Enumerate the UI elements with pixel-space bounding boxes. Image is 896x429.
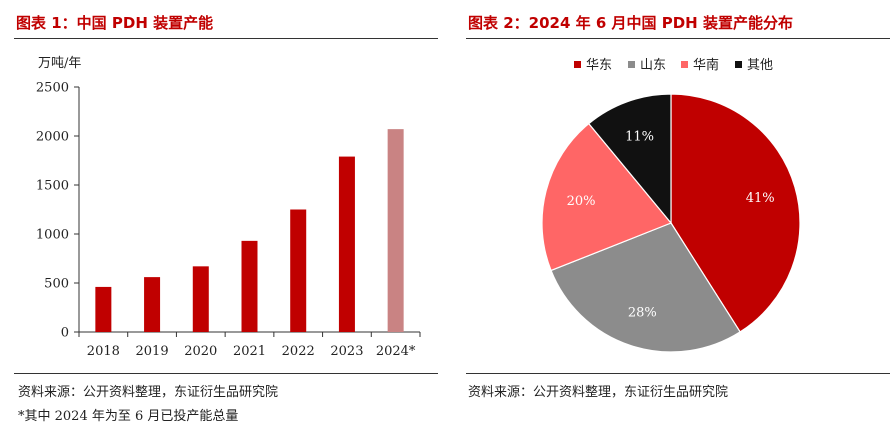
x-tick-label: 2020 — [184, 344, 217, 359]
y-tick-label: 2000 — [36, 130, 69, 145]
pie-data-label: 41% — [746, 191, 775, 206]
source-rule — [466, 373, 890, 374]
legend-swatch-华东 — [574, 61, 581, 68]
y-tick-label: 500 — [44, 277, 69, 292]
pie-slice-山东 — [550, 222, 741, 353]
pie-slice-华南 — [541, 122, 672, 272]
bar-chart-note: *其中 2024 年为至 6 月已投产能总量 — [18, 409, 239, 424]
legend-label: 华南 — [693, 57, 719, 73]
x-tick-label: 2023 — [330, 344, 363, 359]
y-tick-label: 1500 — [36, 179, 69, 194]
bar-2022 — [290, 209, 307, 332]
y-tick-label: 0 — [61, 326, 69, 341]
pie-data-label: 28% — [628, 305, 657, 320]
legend-swatch-其他 — [735, 61, 742, 68]
bar-2023 — [338, 156, 355, 332]
bar-chart: 万吨/年 0 500 1000 1500 2000 2500 2018 2019 2020 202… — [36, 56, 421, 359]
pie-chart-panel: 图表 2：2024 年 6 月中国 PDH 装置产能分布 华东 山东 华南 其他 41… — [456, 0, 896, 429]
y-tick-label: 1000 — [36, 228, 69, 243]
x-tick-label: 2024* — [376, 344, 416, 359]
legend-swatch-山东 — [628, 61, 635, 68]
bar-2024* — [387, 129, 404, 332]
pie-chart-title: 图表 2：2024 年 6 月中国 PDH 装置产能分布 — [468, 14, 793, 32]
legend-label: 其他 — [747, 58, 773, 73]
legend-label: 华东 — [586, 58, 612, 73]
pie-slice-华东 — [670, 93, 801, 333]
pie-data-label: 11% — [625, 130, 654, 145]
bar-2021 — [241, 240, 258, 332]
bar-2019 — [144, 277, 161, 332]
title-rule — [466, 38, 890, 39]
y-tick-label: 2500 — [36, 81, 69, 96]
bar-chart-source: 资料来源：公开资料整理，东证衍生品研究院 — [18, 385, 279, 400]
bar-2018 — [95, 286, 112, 332]
pie-data-label: 20% — [567, 194, 596, 209]
x-tick-label: 2021 — [233, 344, 266, 359]
source-rule — [14, 373, 438, 374]
bar-chart-panel: 图表 1：中国 PDH 装置产能 万吨/年 0 500 1000 1500 2000 25… — [14, 14, 438, 424]
legend-swatch-华南 — [681, 61, 688, 68]
x-tick-label: 2019 — [136, 344, 169, 359]
pie-slice-其他 — [587, 93, 672, 225]
y-axis-unit-label: 万吨/年 — [38, 56, 81, 71]
title-rule — [14, 38, 438, 39]
bar-2020 — [192, 266, 209, 332]
x-tick-label: 2022 — [282, 344, 315, 359]
pie-chart: 华东 山东 华南 其他 41% 28% 20% 11% — [541, 57, 801, 353]
x-tick-label: 2018 — [87, 344, 120, 359]
pie-chart-source: 资料来源：公开资料整理，东证衍生品研究院 — [468, 385, 729, 400]
legend-label: 山东 — [640, 58, 666, 73]
bar-chart-title: 图表 1：中国 PDH 装置产能 — [16, 14, 214, 32]
